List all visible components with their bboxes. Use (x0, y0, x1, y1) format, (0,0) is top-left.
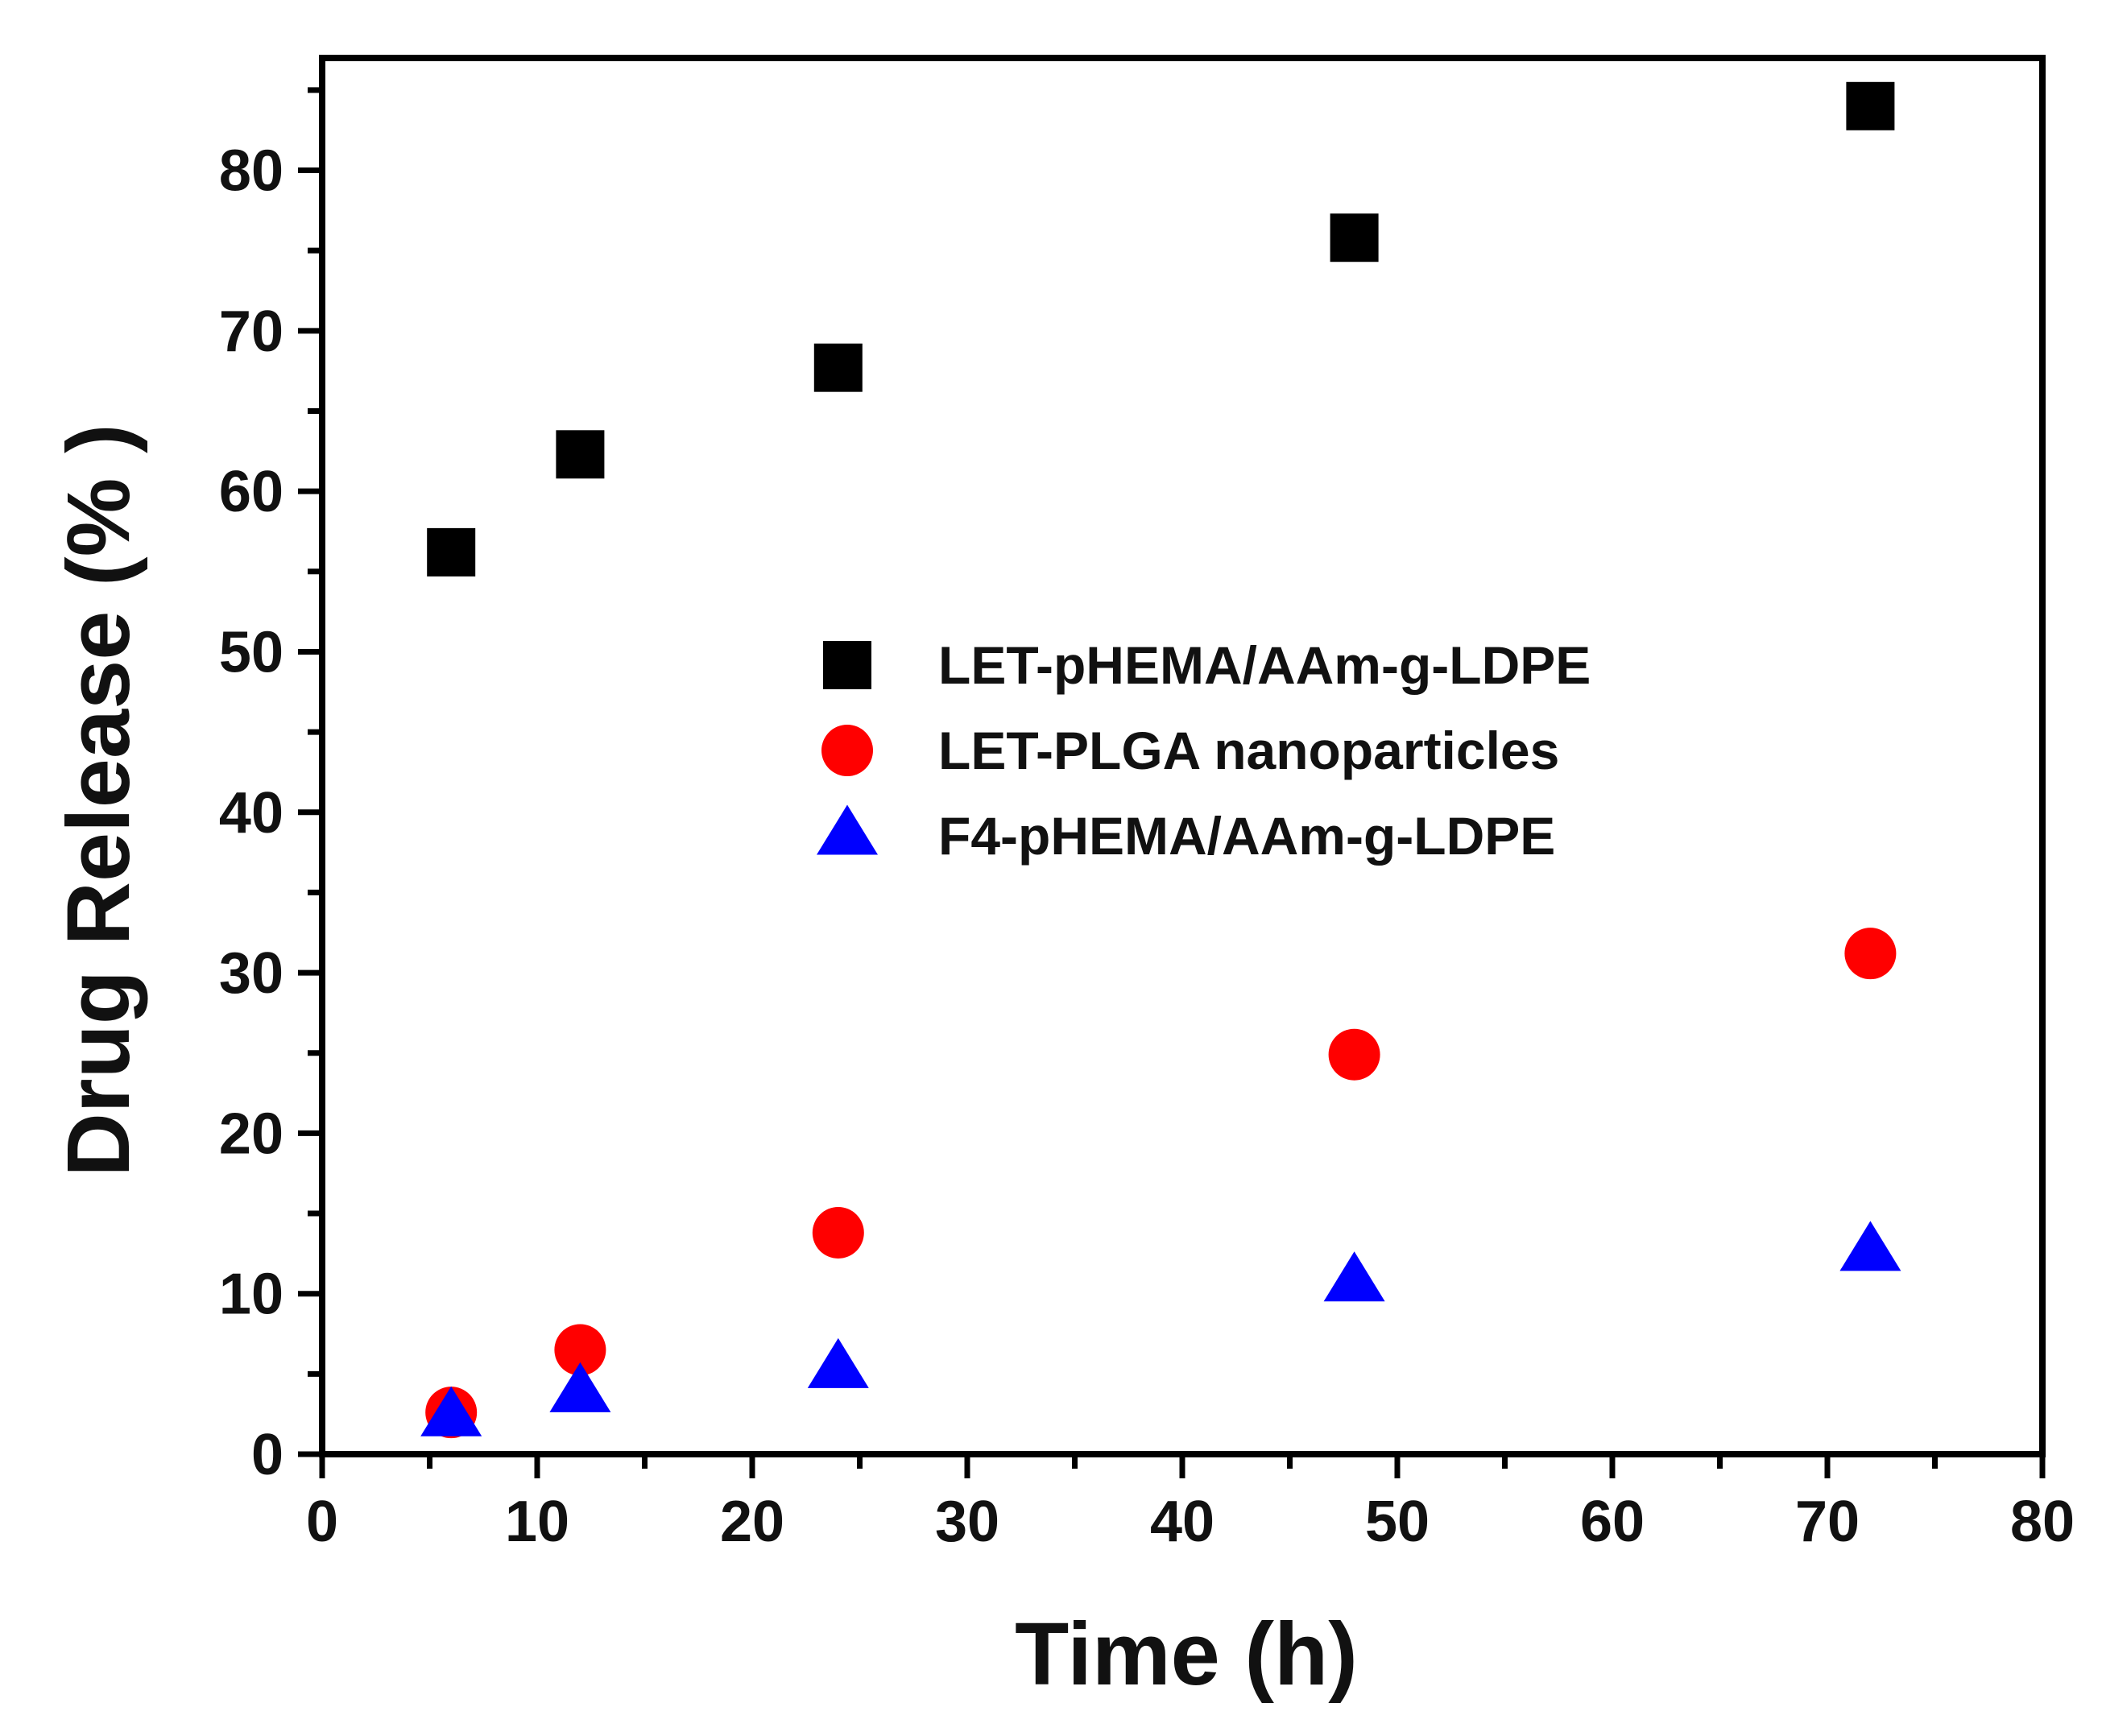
data-point-square (1330, 213, 1379, 262)
data-point-square (427, 527, 476, 577)
data-point-square (1846, 81, 1895, 130)
y-tick-label: 60 (219, 460, 283, 524)
y-tick-label: 80 (219, 139, 283, 204)
x-tick-label: 40 (1150, 1490, 1214, 1554)
data-point-triangle (807, 1337, 869, 1388)
legend-label: LET-PLGA nanoparticles (938, 721, 1559, 780)
data-point-triangle (1323, 1251, 1385, 1302)
y-tick-label: 20 (219, 1102, 283, 1166)
data-point-square (556, 430, 605, 479)
legend-label: F4-pHEMA/AAm-g-LDPE (938, 806, 1555, 866)
data-point-circle (1844, 928, 1897, 980)
x-tick-label: 20 (720, 1490, 784, 1554)
data-point-circle (812, 1206, 864, 1259)
x-tick-label: 70 (1795, 1490, 1860, 1554)
y-tick-label: 10 (219, 1263, 283, 1327)
data-layer (420, 81, 1901, 1439)
x-axis-title: Time (h) (1015, 1605, 1358, 1704)
legend-triangle-icon (817, 804, 878, 855)
x-tick-label: 50 (1365, 1490, 1430, 1554)
x-tick-label: 80 (2010, 1490, 2075, 1554)
y-tick-label: 40 (219, 781, 283, 845)
x-tick-label: 60 (1580, 1490, 1645, 1554)
legend-label: LET-pHEMA/AAm-g-LDPE (938, 635, 1591, 695)
y-tick-label: 0 (251, 1423, 283, 1487)
y-tick-label: 70 (219, 300, 283, 364)
data-point-triangle (549, 1362, 611, 1412)
data-point-triangle (420, 1386, 482, 1436)
x-tick-label: 0 (306, 1490, 338, 1554)
data-point-circle (1328, 1028, 1380, 1081)
x-tick-label: 10 (505, 1490, 569, 1554)
data-point-square (813, 343, 863, 392)
legend-circle-icon (821, 725, 873, 776)
data-point-triangle (1839, 1221, 1901, 1271)
tick-layer: 0 10 20 30 40 50 60 70 80 0 10 20 30 40 50 60 70 80 (219, 87, 2075, 1554)
y-axis-title: Drug Release (% ) (49, 424, 148, 1176)
legend: LET-pHEMA/AAm-g-LDPE LET-PLGA nanoparticl… (817, 635, 1591, 866)
data-point-circle (554, 1324, 606, 1376)
plot-frame (319, 55, 2046, 1457)
y-tick-label: 30 (219, 941, 283, 1006)
legend-square-icon (823, 641, 871, 689)
y-tick-label: 50 (219, 620, 283, 684)
x-tick-label: 30 (935, 1490, 999, 1554)
